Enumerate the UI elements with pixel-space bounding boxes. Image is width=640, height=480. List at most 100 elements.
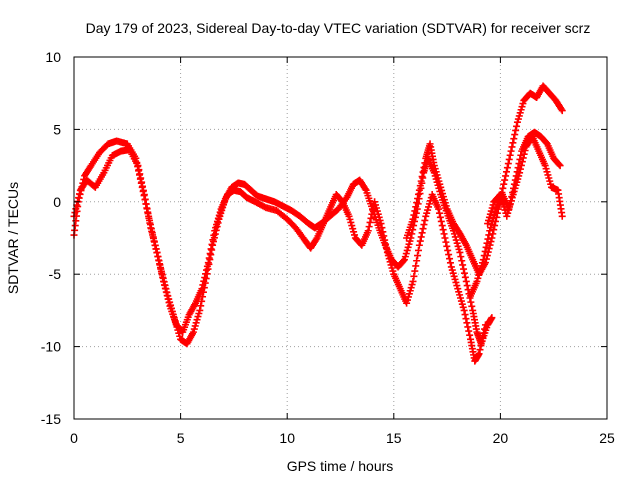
data-point (484, 235, 492, 243)
data-point (409, 215, 417, 223)
data-point (207, 245, 215, 253)
y-tick-label: 10 (45, 49, 61, 65)
data-point (138, 178, 146, 186)
data-point (461, 273, 469, 281)
data-point (502, 172, 510, 180)
data-point (414, 252, 422, 260)
data-point (516, 169, 524, 177)
data-point (144, 210, 152, 218)
data-point (499, 184, 507, 192)
data-point (368, 210, 376, 218)
data-point (512, 126, 520, 134)
data-point (139, 182, 147, 190)
y-tick-label: -5 (49, 266, 62, 282)
data-point (482, 243, 490, 251)
data-point (504, 160, 512, 168)
data-point (145, 214, 153, 222)
data-point (411, 207, 419, 215)
data-point (441, 234, 449, 242)
data-point (366, 218, 374, 226)
data-point (206, 250, 214, 258)
data-point (367, 214, 375, 222)
data-point (479, 333, 487, 341)
data-point (558, 107, 566, 115)
data-point (483, 239, 491, 247)
data-point (140, 191, 148, 199)
data-point (136, 170, 144, 178)
data-point (476, 346, 484, 354)
data-point (364, 227, 372, 235)
x-tick-label: 5 (177, 430, 185, 446)
data-point (163, 292, 171, 300)
series-track-2 (70, 146, 489, 365)
data-point (440, 230, 448, 238)
data-point (204, 259, 212, 267)
data-point (435, 205, 443, 213)
data-point (518, 158, 526, 166)
data-point (477, 342, 485, 350)
data-point (134, 162, 142, 170)
data-point (160, 281, 168, 289)
data-point (460, 265, 468, 273)
y-tick-label: -15 (41, 411, 61, 427)
data-point (416, 237, 424, 245)
data-point (485, 231, 493, 239)
data-point (312, 235, 320, 243)
data-point (460, 306, 468, 314)
plot-frame (73, 56, 608, 420)
data-point (458, 257, 466, 265)
data-point (72, 205, 80, 213)
data-point (149, 234, 157, 242)
data-point (509, 139, 517, 147)
data-point (464, 323, 472, 331)
data-point (143, 205, 151, 213)
data-point (503, 164, 511, 172)
data-point (148, 227, 156, 235)
data-point (479, 256, 487, 264)
data-point (75, 194, 83, 202)
data-point (463, 319, 471, 327)
x-tick-label: 25 (599, 430, 615, 446)
data-point (141, 195, 149, 203)
data-point (415, 241, 423, 249)
data-point (419, 168, 427, 176)
data-point (410, 211, 418, 219)
data-point (381, 236, 389, 244)
data-point (153, 248, 161, 256)
data-point (210, 231, 218, 239)
data-point (413, 257, 421, 265)
data-point (501, 176, 509, 184)
data-point (443, 242, 451, 250)
data-point (444, 246, 452, 254)
data-point (412, 262, 420, 270)
data-point (519, 154, 527, 162)
y-tick-label: 0 (53, 194, 61, 210)
data-point (481, 247, 489, 255)
data-point (414, 190, 422, 198)
data-point (411, 267, 419, 275)
data-point (462, 315, 470, 323)
x-tick-label: 10 (279, 430, 295, 446)
data-point (480, 252, 488, 260)
series-track-1 (70, 137, 496, 348)
data-point (467, 298, 475, 306)
data-point (456, 248, 464, 256)
data-point (417, 177, 425, 185)
data-point (517, 161, 525, 169)
data-point (139, 186, 147, 194)
data-point (502, 168, 510, 176)
data-point (517, 165, 525, 173)
x-axis-label: GPS time / hours (287, 458, 394, 474)
data-point (419, 225, 427, 233)
data-point (365, 223, 373, 231)
data-point (155, 257, 163, 265)
y-tick-label: -10 (41, 339, 61, 355)
data-point (521, 146, 529, 154)
data-point (556, 162, 564, 170)
chart-title: Day 179 of 2023, Sidereal Day-to-day VTE… (86, 20, 591, 36)
series-track-5 (484, 133, 566, 228)
data-point (416, 182, 424, 190)
data-point (154, 253, 162, 261)
data-point (511, 131, 519, 139)
data-point (409, 277, 417, 285)
